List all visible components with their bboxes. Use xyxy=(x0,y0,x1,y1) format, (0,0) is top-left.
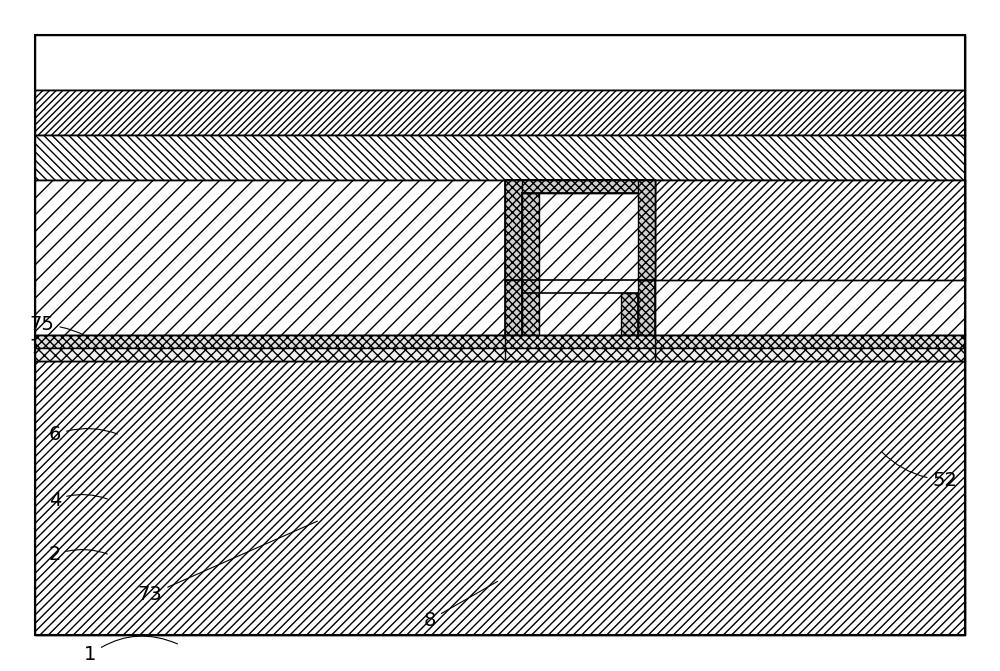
Text: 6: 6 xyxy=(49,425,117,444)
Text: 8: 8 xyxy=(424,581,498,629)
Text: 74: 74 xyxy=(30,338,107,357)
Text: 4: 4 xyxy=(49,491,107,509)
Text: 73: 73 xyxy=(138,521,317,605)
Bar xyxy=(35,335,540,348)
Text: 1: 1 xyxy=(84,636,177,664)
Bar xyxy=(35,35,965,635)
Text: 75: 75 xyxy=(30,315,108,352)
Bar xyxy=(505,180,522,335)
Bar xyxy=(638,280,655,335)
Bar xyxy=(505,180,655,280)
Bar xyxy=(505,180,655,193)
Bar xyxy=(505,335,655,348)
Text: 2: 2 xyxy=(49,546,107,564)
Bar xyxy=(35,35,965,90)
Bar xyxy=(522,193,539,335)
Bar xyxy=(655,348,965,361)
Bar xyxy=(621,293,638,335)
Bar xyxy=(522,193,638,335)
Bar xyxy=(655,335,965,348)
Bar xyxy=(505,348,655,361)
Bar xyxy=(35,348,540,361)
Bar xyxy=(550,180,965,280)
Bar xyxy=(655,180,965,335)
Bar xyxy=(522,180,638,193)
Bar xyxy=(35,135,965,180)
Bar xyxy=(638,180,655,280)
Text: 52: 52 xyxy=(882,452,957,490)
Bar xyxy=(35,35,965,635)
Bar xyxy=(35,361,965,635)
Bar xyxy=(35,90,965,135)
Bar xyxy=(35,180,540,335)
